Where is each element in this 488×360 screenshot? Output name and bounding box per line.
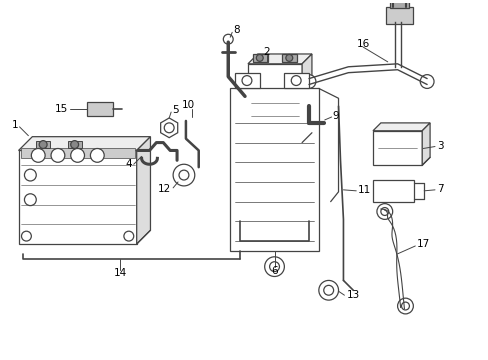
- Circle shape: [419, 75, 433, 89]
- Circle shape: [90, 148, 104, 162]
- Polygon shape: [421, 123, 429, 165]
- Circle shape: [376, 204, 392, 219]
- Bar: [252, 54, 267, 62]
- Circle shape: [256, 54, 263, 61]
- Circle shape: [179, 170, 188, 180]
- Text: 3: 3: [436, 140, 443, 150]
- Circle shape: [318, 280, 338, 300]
- Circle shape: [323, 285, 333, 295]
- Bar: [235, 73, 259, 89]
- Text: 17: 17: [416, 239, 429, 249]
- Bar: [68, 141, 81, 148]
- Circle shape: [31, 148, 45, 162]
- Text: 15: 15: [54, 104, 68, 114]
- Bar: [284, 73, 308, 89]
- Circle shape: [397, 298, 412, 314]
- Text: 9: 9: [332, 111, 339, 121]
- Bar: [385, 7, 412, 24]
- Polygon shape: [302, 54, 311, 143]
- Polygon shape: [137, 137, 150, 244]
- Circle shape: [173, 164, 194, 186]
- Text: 8: 8: [233, 25, 239, 35]
- Circle shape: [291, 76, 301, 85]
- Bar: [230, 89, 318, 251]
- Circle shape: [71, 148, 84, 162]
- Circle shape: [264, 257, 284, 276]
- Circle shape: [285, 54, 292, 61]
- Circle shape: [21, 231, 31, 241]
- Circle shape: [380, 208, 388, 215]
- Bar: [36, 141, 50, 148]
- Circle shape: [164, 123, 174, 133]
- Bar: [389, 0, 408, 8]
- Polygon shape: [19, 137, 150, 150]
- Bar: [372, 180, 413, 202]
- Circle shape: [24, 194, 36, 206]
- Text: 2: 2: [263, 47, 269, 57]
- Circle shape: [401, 302, 408, 310]
- Polygon shape: [372, 123, 429, 131]
- Polygon shape: [247, 54, 311, 64]
- Text: 13: 13: [346, 290, 359, 300]
- Bar: [372, 131, 421, 165]
- Text: 11: 11: [358, 185, 371, 195]
- Circle shape: [305, 103, 312, 109]
- Text: 14: 14: [113, 267, 126, 278]
- Circle shape: [269, 262, 279, 271]
- Circle shape: [223, 34, 233, 44]
- Text: 6: 6: [271, 266, 277, 276]
- Circle shape: [39, 141, 47, 148]
- Bar: [87, 102, 113, 116]
- Circle shape: [302, 75, 315, 89]
- Text: 16: 16: [356, 39, 369, 49]
- Circle shape: [51, 148, 65, 162]
- Circle shape: [242, 76, 251, 85]
- Bar: [19, 150, 137, 244]
- Bar: [282, 54, 297, 62]
- Bar: [247, 64, 302, 143]
- Text: 5: 5: [171, 105, 178, 115]
- Text: 10: 10: [182, 100, 195, 110]
- Circle shape: [302, 99, 315, 113]
- Text: 4: 4: [125, 159, 131, 169]
- Bar: [20, 148, 135, 158]
- Text: 7: 7: [436, 184, 443, 194]
- Circle shape: [123, 231, 133, 241]
- Circle shape: [71, 141, 79, 148]
- Text: 1: 1: [12, 120, 18, 130]
- Text: 12: 12: [158, 184, 171, 194]
- Circle shape: [24, 169, 36, 181]
